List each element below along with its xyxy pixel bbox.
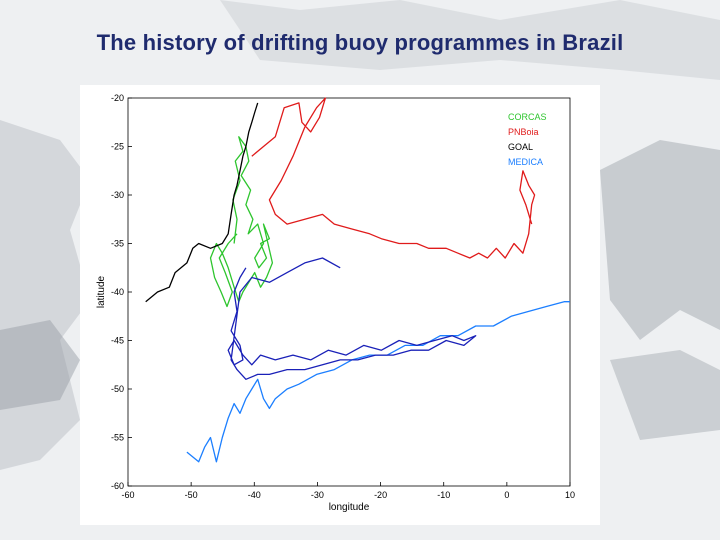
x-axis-label: longitude — [329, 502, 370, 513]
x-tick-label: -50 — [185, 490, 198, 500]
x-tick-label: -40 — [248, 490, 261, 500]
trajectory-unlabeled — [227, 257, 477, 380]
y-tick-label: -30 — [111, 190, 124, 200]
x-axis-ticks: -60 -50 -40 -30 -20 -10 0 10 — [121, 482, 575, 500]
legend-entry: GOAL — [508, 142, 533, 152]
trajectory-pnboia — [251, 97, 536, 259]
x-tick-label: -10 — [437, 490, 450, 500]
x-tick-label: -60 — [121, 490, 134, 500]
drifter-trajectory-chart: -20 -25 -30 -35 -40 -45 -50 -55 -60 -60 -50 -40 -30… — [96, 93, 575, 513]
legend: CORCAS PNBoia GOAL MEDICA — [508, 112, 547, 167]
trajectory-medica — [186, 301, 570, 463]
y-tick-label: -35 — [111, 239, 124, 249]
y-tick-label: -60 — [111, 481, 124, 491]
x-tick-label: -20 — [374, 490, 387, 500]
x-tick-label: 10 — [565, 490, 575, 500]
y-tick-label: -20 — [111, 93, 124, 103]
y-axis-ticks: -20 -25 -30 -35 -40 -45 -50 -55 -60 — [111, 93, 132, 491]
trajectory-corcas — [209, 136, 274, 308]
y-tick-label: -50 — [111, 384, 124, 394]
x-tick-label: 0 — [504, 490, 509, 500]
y-tick-label: -45 — [111, 336, 124, 346]
chart-panel: -20 -25 -30 -35 -40 -45 -50 -55 -60 -60 -50 -40 -30… — [80, 85, 600, 525]
y-tick-label: -25 — [111, 142, 124, 152]
legend-entry: MEDICA — [508, 157, 543, 167]
y-tick-label: -55 — [111, 433, 124, 443]
legend-entry: CORCAS — [508, 112, 547, 122]
trajectory-lines — [145, 97, 570, 463]
trajectory-goal — [145, 102, 259, 303]
y-tick-label: -40 — [111, 287, 124, 297]
x-tick-label: -30 — [311, 490, 324, 500]
plot-frame — [127, 97, 571, 487]
y-axis-label: latitude — [96, 275, 107, 308]
page-title: The history of drifting buoy programmes … — [96, 30, 624, 55]
legend-entry: PNBoia — [508, 127, 539, 137]
